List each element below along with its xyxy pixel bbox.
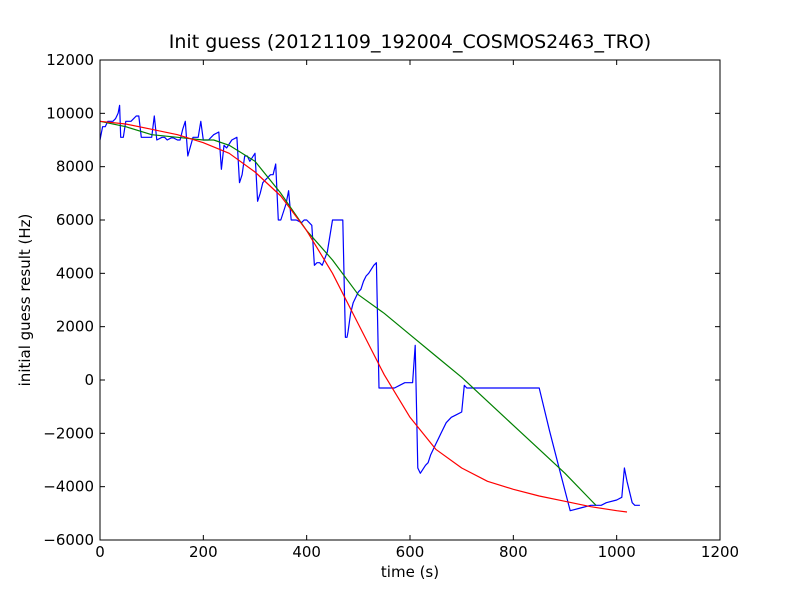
x-tick-label: 200 (189, 543, 218, 561)
y-tick-label: 12000 (46, 51, 94, 69)
plot-lines (99, 104, 640, 513)
y-tick-label: 2000 (56, 318, 94, 336)
y-axis-ticks: −6000 −4000 −2000 0 2000 4000 6000 8000 10000 120… (43, 51, 720, 549)
y-tick-label: 0 (84, 371, 94, 389)
y-tick-label: 8000 (56, 158, 94, 176)
x-axis-ticks: 0 200 400 600 800 1000 1200 (95, 60, 739, 561)
series-line-1 (99, 104, 640, 512)
chart-title: Init guess (20121109_192004_COSMOS2463_T… (169, 31, 651, 53)
y-tick-label: 4000 (56, 264, 94, 282)
y-tick-label: 6000 (56, 211, 94, 229)
x-tick-label: 1000 (598, 543, 636, 561)
series-line-3 (99, 120, 628, 513)
x-axis-label: time (s) (381, 563, 439, 581)
y-axis-label: initial guess result (Hz) (16, 214, 34, 387)
x-tick-label: 1200 (701, 543, 739, 561)
y-tick-label: −4000 (43, 478, 94, 496)
x-tick-label: 0 (95, 543, 105, 561)
x-tick-label: 400 (292, 543, 321, 561)
x-tick-label: 600 (396, 543, 425, 561)
y-tick-label: −6000 (43, 531, 94, 549)
x-tick-label: 800 (499, 543, 528, 561)
y-tick-label: −2000 (43, 424, 94, 442)
y-tick-label: 10000 (46, 104, 94, 122)
